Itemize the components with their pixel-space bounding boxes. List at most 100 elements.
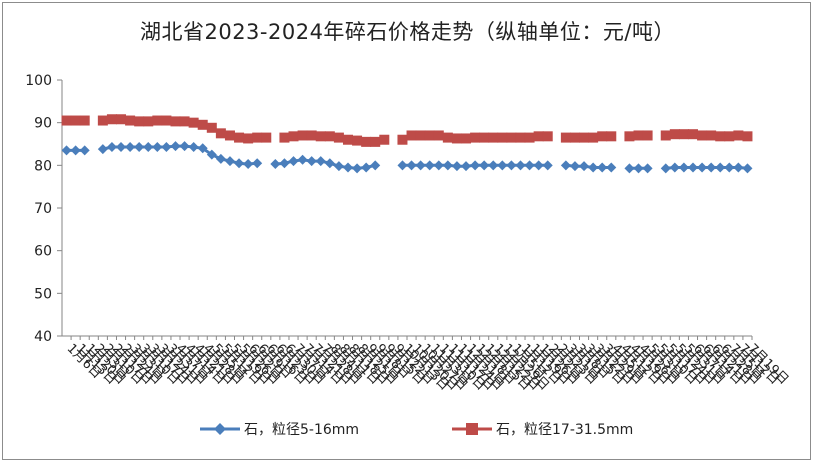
data-point (434, 160, 444, 170)
data-point (325, 131, 335, 141)
data-point (624, 163, 634, 173)
data-point (706, 130, 716, 140)
data-point (661, 130, 671, 140)
data-point (525, 160, 535, 170)
data-point (143, 142, 153, 152)
data-point (316, 156, 326, 166)
data-point (125, 116, 135, 126)
data-point (170, 116, 180, 126)
data-point (588, 162, 598, 172)
data-point (515, 160, 525, 170)
data-point (397, 160, 407, 170)
y-tick-label: 50 (34, 286, 52, 302)
data-point (470, 133, 480, 143)
data-point (289, 156, 299, 166)
data-point (334, 133, 344, 143)
data-point (98, 116, 108, 126)
data-point (479, 133, 489, 143)
legend-label: 石，粒径17-31.5mm (496, 419, 633, 439)
data-point (561, 133, 571, 143)
data-point (579, 161, 589, 171)
data-point (189, 118, 199, 128)
data-point (161, 142, 171, 152)
data-point (279, 133, 289, 143)
data-point (180, 141, 190, 151)
data-point (307, 130, 317, 140)
data-point (207, 123, 217, 133)
data-point (525, 133, 535, 143)
data-point (270, 159, 280, 169)
data-point (279, 158, 289, 168)
data-point (261, 133, 271, 143)
data-point (670, 162, 680, 172)
data-point (515, 133, 525, 143)
data-point (534, 160, 544, 170)
legend-marker-diamond (200, 422, 240, 436)
data-point (461, 133, 471, 143)
data-point (152, 116, 162, 126)
data-point (352, 163, 362, 173)
data-point (624, 131, 634, 141)
series-17-31mm (62, 114, 753, 147)
data-point (434, 130, 444, 140)
data-point (497, 133, 507, 143)
data-point (343, 162, 353, 172)
y-tick-label: 70 (34, 201, 52, 217)
data-point (189, 142, 199, 152)
data-point (461, 161, 471, 171)
data-point (470, 160, 480, 170)
data-point (125, 142, 135, 152)
data-point (443, 160, 453, 170)
data-point (225, 130, 235, 140)
data-point (733, 130, 743, 140)
data-point (597, 162, 607, 172)
data-point (643, 163, 653, 173)
data-point (488, 160, 498, 170)
data-point (688, 129, 698, 139)
data-point (407, 160, 417, 170)
data-point (697, 162, 707, 172)
data-point (570, 133, 580, 143)
data-point (506, 133, 516, 143)
data-point (134, 116, 144, 126)
y-tick-label: 90 (34, 116, 52, 132)
data-point (688, 162, 698, 172)
data-point (161, 116, 171, 126)
data-point (606, 162, 616, 172)
legend-marker-square (452, 422, 492, 436)
data-point (170, 141, 180, 151)
data-point (679, 162, 689, 172)
data-point (216, 128, 226, 138)
legend: 石，粒径5-16mm 石，粒径17-31.5mm (0, 418, 815, 440)
data-point (252, 158, 262, 168)
data-point (497, 160, 507, 170)
y-tick-label: 60 (34, 244, 52, 260)
data-point (198, 120, 208, 130)
y-tick-label: 100 (25, 73, 52, 89)
data-point (634, 163, 644, 173)
data-point (143, 116, 153, 126)
data-point (679, 129, 689, 139)
data-point (225, 156, 235, 166)
data-point (98, 144, 108, 154)
data-point (234, 133, 244, 143)
data-point (742, 131, 752, 141)
data-point (243, 133, 253, 143)
data-point (134, 142, 144, 152)
data-point (62, 145, 72, 155)
data-point (634, 130, 644, 140)
data-point (715, 131, 725, 141)
data-point (733, 162, 743, 172)
data-point (488, 133, 498, 143)
data-point (361, 137, 371, 147)
data-point (643, 130, 653, 140)
legend-item-5-16mm: 石，粒径5-16mm (200, 418, 359, 440)
data-point (561, 160, 571, 170)
data-point (107, 142, 117, 152)
data-point (579, 133, 589, 143)
data-point (116, 142, 126, 152)
data-point (325, 158, 335, 168)
line-chart: 405060708090100 1月6日1月13日1月20日2月3日2月10日2… (0, 0, 815, 415)
data-point (543, 160, 553, 170)
data-point (670, 129, 680, 139)
